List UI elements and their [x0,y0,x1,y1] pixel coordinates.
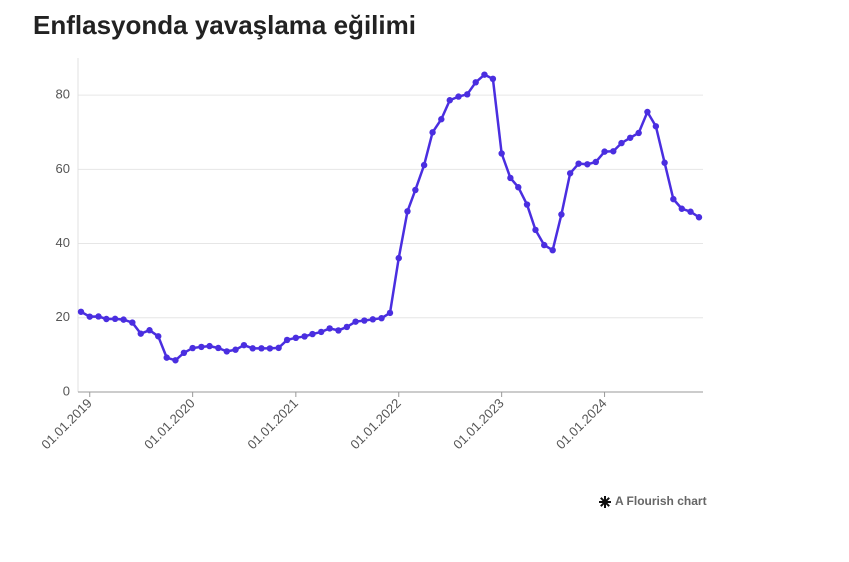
point [249,345,256,352]
point [670,195,677,203]
point [111,315,119,323]
point [223,348,230,355]
point [129,319,136,326]
point [627,134,634,141]
y-tick-label: 20 [56,309,70,324]
point [687,208,694,215]
point [326,325,333,332]
point [120,316,127,323]
point [618,139,625,147]
logo-icon [599,496,611,508]
point [635,129,642,137]
x-tick-label: 01.01.2022 [347,396,404,453]
point [610,148,617,155]
point [378,314,385,322]
point [446,97,453,104]
point [275,344,282,352]
point [137,330,144,337]
point [240,341,248,349]
point [386,309,394,317]
point [695,214,703,221]
point [258,345,265,352]
point [438,116,445,123]
point [558,211,565,218]
point [566,170,574,177]
point [172,357,179,364]
point [232,346,239,353]
x-tick-label: 01.01.2021 [244,396,301,453]
point [95,313,102,320]
point [189,344,196,352]
flourish-logo [599,496,611,508]
point [146,327,153,334]
point [369,316,377,323]
point [404,208,411,215]
point [575,160,582,167]
point [507,174,514,182]
point [644,108,651,116]
y-tick-label: 40 [56,235,70,250]
point [464,91,471,98]
x-tick-label: 01.01.2024 [553,396,610,453]
point [198,343,205,351]
y-tick-label: 60 [56,161,70,176]
point [549,246,556,254]
point [266,345,274,352]
point [352,318,359,325]
point [541,241,548,249]
point [361,317,368,324]
point [77,308,85,315]
point [429,129,436,136]
point [163,354,170,361]
chart-title: Enflasyonda yavaşlama eğilimi [33,10,416,40]
point [412,186,419,194]
point [206,342,213,350]
point [343,323,351,331]
point [489,75,497,83]
point [592,158,600,166]
x-tick-label: 01.01.2020 [141,396,198,453]
point [532,226,539,234]
point [283,336,291,344]
point [215,344,222,352]
point [86,313,93,320]
y-tick-label: 0 [63,383,70,398]
point [335,327,342,334]
point [584,161,591,168]
point [472,79,479,86]
x-tick-label: 01.01.2019 [38,396,95,453]
point [103,315,110,323]
point [515,184,522,191]
point [318,328,325,336]
point [498,150,505,157]
y-tick-label: 80 [56,87,70,102]
point [395,254,402,262]
point [301,333,308,340]
point [309,330,316,338]
point [601,148,608,155]
point [180,349,188,357]
point [155,333,162,340]
point [661,159,668,166]
point [678,205,686,212]
point [523,201,531,208]
point [292,334,300,342]
point [420,161,428,169]
footer[interactable]: A Flourish chart [615,494,707,508]
point [455,93,462,100]
point [652,123,660,130]
point [481,71,488,78]
x-tick-label: 01.01.2023 [450,396,507,453]
